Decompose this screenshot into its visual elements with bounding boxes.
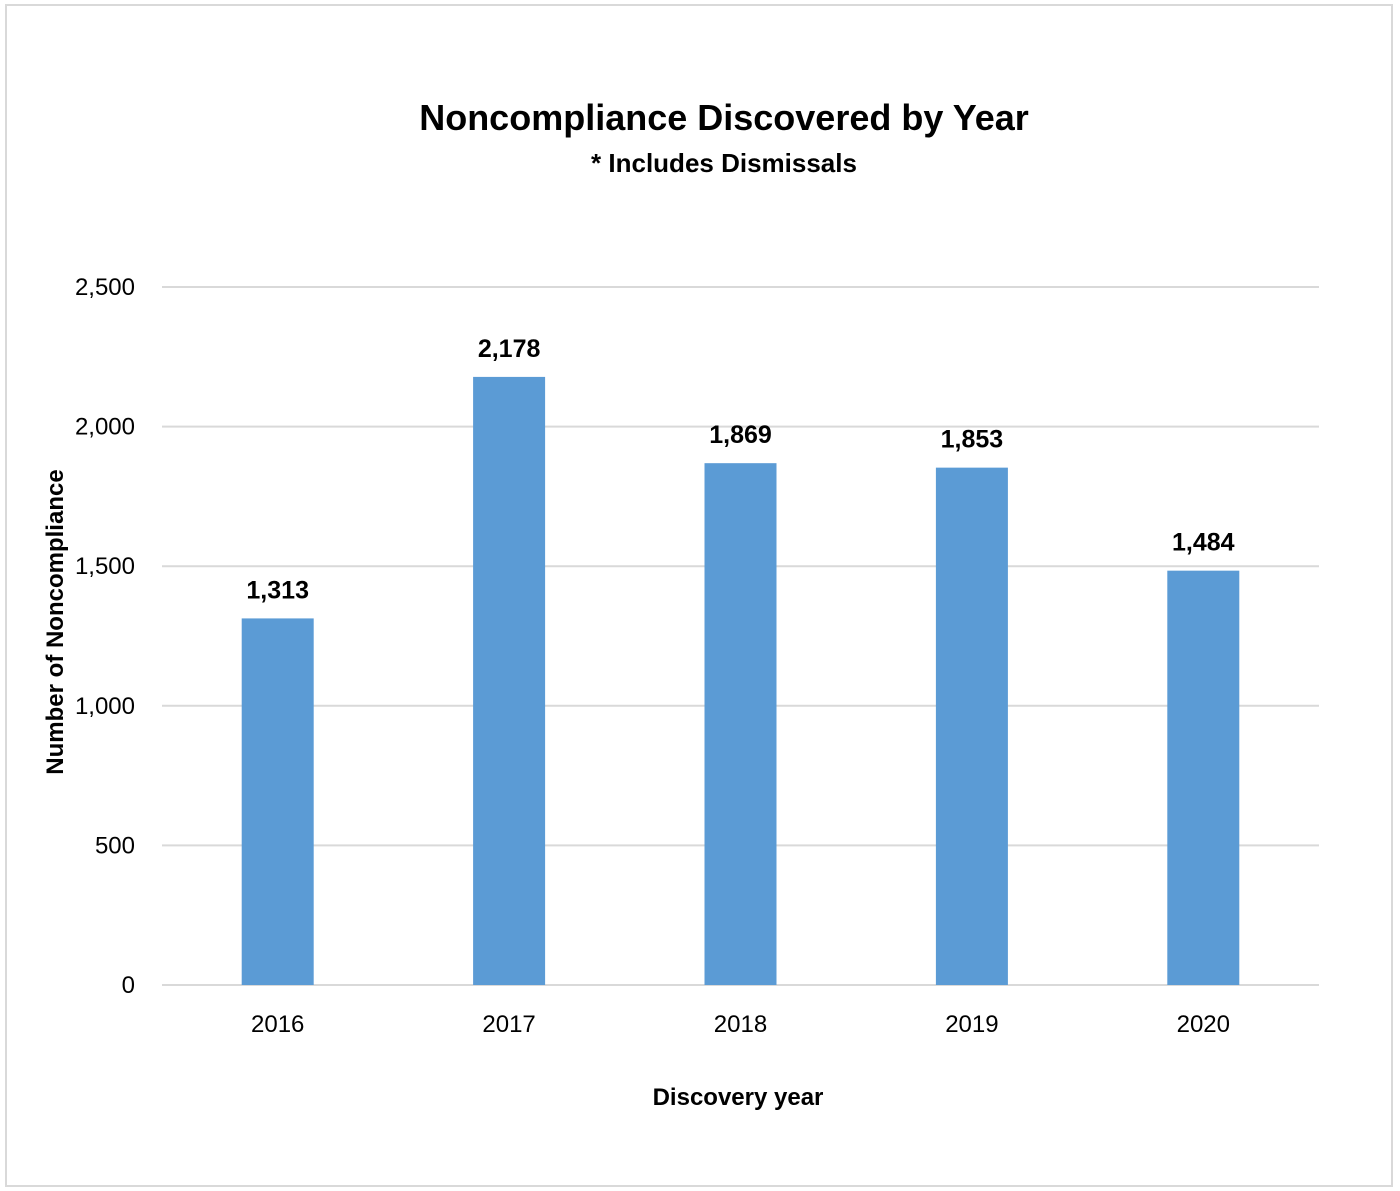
y-axis-ticks: 0 500 1,000 1,500 2,000 2,500	[75, 274, 135, 999]
y-axis-title: Number of Noncompliance	[42, 469, 69, 774]
x-tick-label-2016: 2016	[251, 1011, 304, 1038]
y-tick-label: 2,500	[75, 274, 135, 301]
chart-title: Noncompliance Discovered by Year	[419, 97, 1029, 138]
bar-2016	[241, 618, 314, 985]
x-axis-title: Discovery year	[653, 1084, 824, 1111]
x-tick-label-2019: 2019	[945, 1011, 998, 1038]
chart-subtitle: * Includes Dismissals	[591, 148, 857, 178]
data-label-2019: 1,853	[941, 426, 1004, 454]
x-tick-label-2018: 2018	[714, 1011, 767, 1038]
x-axis-ticks: 2016 2017 2018 2019 2020	[251, 1011, 1230, 1038]
data-label-2020: 1,484	[1172, 529, 1235, 557]
data-label-2017: 2,178	[478, 335, 541, 363]
x-tick-label-2017: 2017	[482, 1011, 535, 1038]
bar-2020	[1167, 570, 1240, 985]
y-tick-label: 0	[122, 972, 135, 999]
y-tick-label: 1,000	[75, 693, 135, 720]
data-label-2018: 1,869	[709, 421, 772, 449]
y-tick-label: 2,000	[75, 414, 135, 441]
y-tick-label: 1,500	[75, 553, 135, 580]
gridlines	[162, 286, 1319, 986]
x-tick-label-2020: 2020	[1177, 1011, 1230, 1038]
bar-2019	[935, 467, 1008, 985]
y-tick-label: 500	[95, 832, 135, 859]
bar-2018	[704, 463, 777, 986]
data-label-2016: 1,313	[246, 576, 309, 604]
chart-frame	[5, 4, 1393, 1187]
bars	[241, 376, 1240, 986]
bar-2017	[473, 376, 546, 985]
data-labels: 1,313 2,178 1,869 1,853 1,484	[246, 335, 1234, 605]
